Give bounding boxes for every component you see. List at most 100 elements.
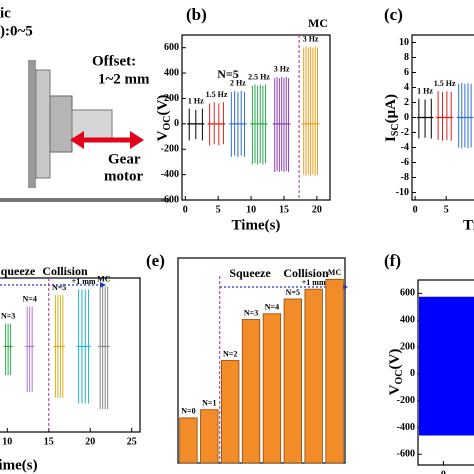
y-tick-label: 600 [164, 42, 179, 53]
x-tick-label: 20 [85, 436, 95, 447]
bar [200, 409, 219, 464]
y-tick-label: 0 [410, 368, 415, 379]
arrow-head [70, 131, 84, 149]
y-tick-label: -4 [401, 142, 409, 153]
y-tick-label: 200 [400, 341, 415, 352]
bar [241, 319, 261, 464]
label: motor [104, 168, 143, 184]
y-tick-label: 2 [404, 97, 409, 108]
x-tick-label: 10 [2, 436, 12, 447]
label: 1~2 mm [98, 71, 150, 87]
label: ic [0, 5, 11, 21]
bar-label: N=1 [202, 399, 216, 408]
series-label: 1.5 Hz [434, 79, 456, 88]
y-axis-label-part: OC [394, 369, 405, 384]
x-tick-label: 25 [127, 436, 137, 447]
label: Offset: [92, 53, 136, 69]
y-tick-label: 0 [174, 118, 179, 129]
y-axis-label-part: V [387, 384, 403, 395]
y-axis-label: VOC(V) [155, 95, 173, 142]
x-axis-label: Ti [463, 217, 474, 233]
arrow-head [130, 131, 144, 149]
panel-title: (b) [186, 5, 207, 24]
y-tick-label: -200 [161, 144, 179, 155]
label: Gear [108, 151, 141, 167]
series-label: 2.5 Hz [248, 72, 270, 81]
x-tick-label: 5 [216, 204, 221, 215]
x-tick-label: 10 [246, 204, 256, 215]
annotation: N=5 [217, 67, 239, 81]
y-axis-label-part: I [383, 136, 399, 142]
annotation: Collision [283, 266, 329, 280]
bar-label: N=4 [265, 303, 279, 312]
y-tick-label: -600 [161, 194, 179, 205]
bar-label: MC [328, 268, 342, 277]
y-tick-label: 400 [400, 315, 415, 326]
y-tick-label: 8 [404, 52, 409, 63]
x-tick-label: 5 [444, 204, 449, 215]
series-label: 1 Hz [188, 96, 204, 105]
series-label: N=4 [23, 294, 37, 303]
y-axis-label-part: (V) [387, 349, 403, 370]
bar-label: N=2 [223, 349, 237, 358]
panel-title: (e) [146, 251, 165, 270]
y-tick-label: -600 [397, 449, 415, 460]
x-axis-label: ime(s) [0, 457, 38, 473]
annotation: queeze [1, 264, 36, 278]
plot-frame [177, 257, 346, 464]
y-axis-label-part: (V) [155, 95, 171, 116]
bar [221, 360, 240, 464]
panel-title: (c) [384, 5, 403, 24]
annotation: Squeeze [229, 266, 271, 280]
holder [35, 69, 51, 179]
plot-frame [417, 279, 474, 466]
series-label: +1 mm [72, 277, 96, 286]
series-label: N=3 [1, 311, 15, 320]
bar-label: N=5 [286, 288, 300, 297]
bar [179, 417, 198, 464]
signal-band [419, 296, 474, 436]
y-tick-label: 6 [404, 67, 409, 78]
y-tick-label: 600 [400, 288, 415, 299]
series-label: 3 Hz [303, 34, 319, 43]
y-axis-label-part: OC [162, 115, 173, 130]
y-tick-label: -400 [397, 422, 415, 433]
y-tick-label: 200 [164, 93, 179, 104]
label: ):0~5 [0, 23, 33, 39]
bar [283, 298, 302, 464]
shaft [71, 109, 113, 139]
cylinder [49, 95, 73, 153]
series-label: MC [97, 274, 111, 283]
y-axis-label: ISC(μA) [383, 94, 401, 142]
bar [325, 278, 344, 464]
x-tick-label: 0 [413, 204, 418, 215]
arrow-head [100, 282, 106, 288]
annotation: Collision [42, 264, 88, 278]
x-tick-label: 0 [183, 204, 188, 215]
y-axis-label: VOC(V) [387, 349, 405, 396]
y-tick-label: 0 [404, 112, 409, 123]
bar-label: N=3 [244, 308, 258, 317]
series-label: 1.5 Hz [206, 90, 228, 99]
plate [28, 60, 36, 188]
x-tick-label: 15 [44, 436, 54, 447]
y-tick-label: -200 [397, 395, 415, 406]
bar-label: +1 mm [302, 278, 326, 287]
series-label: 3 Hz [274, 65, 290, 74]
y-tick-label: -8 [401, 172, 409, 183]
panel-title: (f) [384, 251, 401, 270]
y-tick-label: -6 [401, 157, 409, 168]
panel-a: ic ):0~5 Offset: 1~2 mm Gear motor [0, 5, 170, 202]
y-tick-label: 10 [399, 37, 409, 48]
series-label: 2 Hz [230, 79, 246, 88]
plot-frame [181, 34, 331, 201]
bar [262, 313, 282, 464]
series-label: N=5 [52, 283, 66, 292]
x-tick-label: 15 [279, 204, 289, 215]
y-tick-label: -2 [401, 127, 409, 138]
y-tick-label: -400 [161, 169, 179, 180]
y-axis-label-part: (μA) [383, 94, 399, 123]
series-label: 1 Hz [417, 87, 433, 96]
y-axis-label-part: SC [390, 123, 401, 136]
